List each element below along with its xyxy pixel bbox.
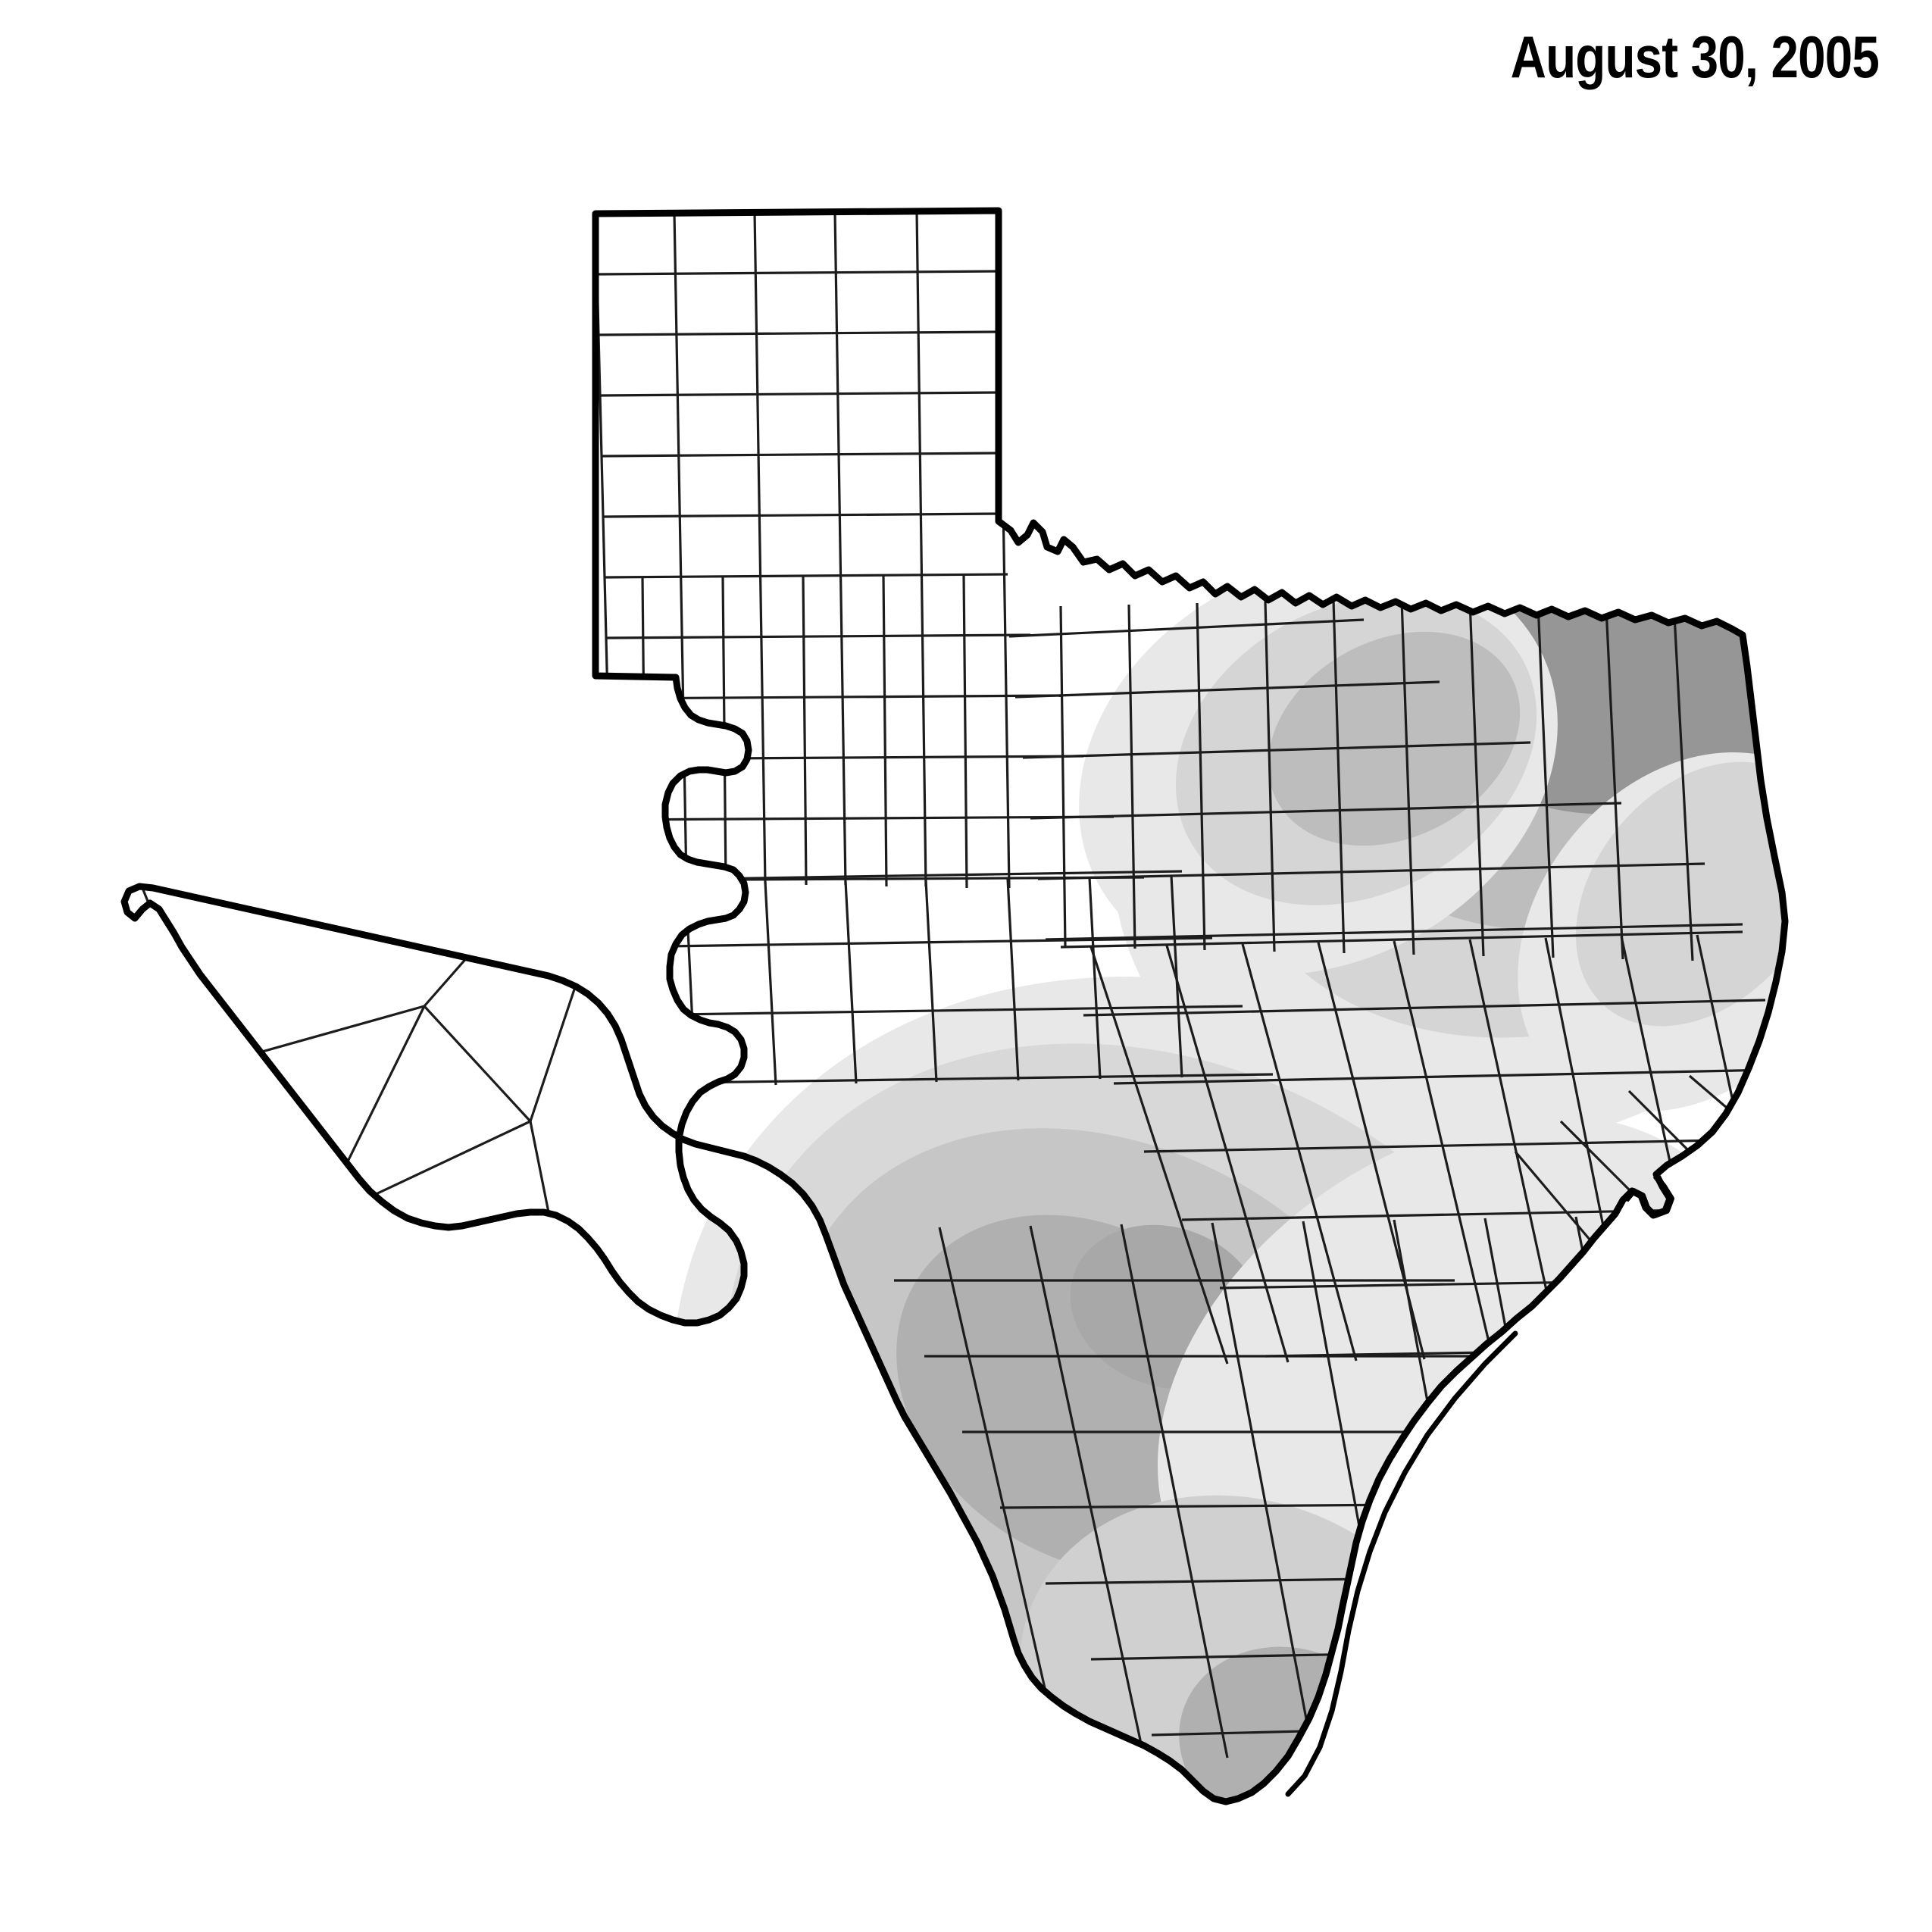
east-band-2: [1576, 761, 1785, 1027]
page-title: August 30, 2005: [1510, 23, 1880, 90]
barrier-island-line: [1285, 1330, 1518, 1797]
galveston-bay-outline: [1623, 1174, 1674, 1218]
